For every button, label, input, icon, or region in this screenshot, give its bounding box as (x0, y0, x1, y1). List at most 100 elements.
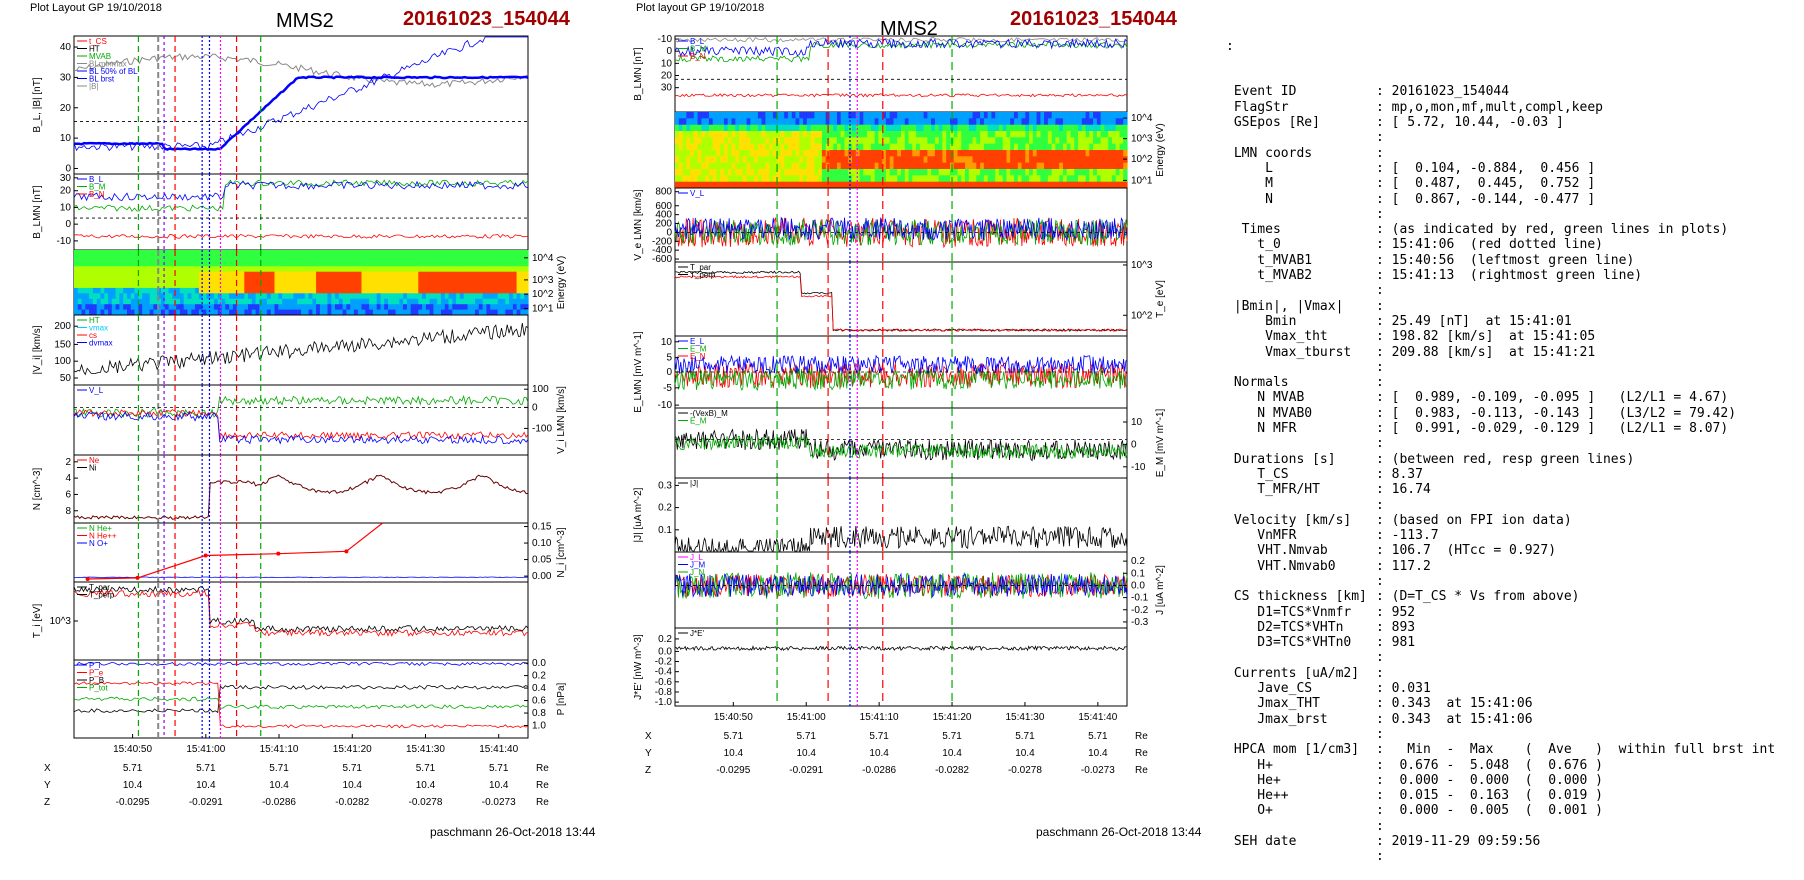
spectrogram-cell (331, 260, 336, 267)
spectrogram-cell (217, 282, 223, 289)
spectrogram-cell (289, 277, 294, 284)
spectrogram-cell (437, 282, 442, 289)
pos-row-value: 5.71 (123, 763, 143, 774)
spectrogram-cell (459, 266, 465, 273)
spectrogram-cell (509, 304, 514, 311)
spectrogram-cell (92, 260, 98, 267)
spectrogram-cell (863, 162, 868, 170)
spectrogram-cell (153, 266, 158, 273)
spectrogram-cell (183, 293, 189, 300)
spectrogram-cell (195, 266, 200, 273)
spectrogram-cell (867, 137, 872, 145)
spectrogram-cell (720, 181, 725, 189)
spectrogram-cell (376, 298, 382, 305)
spectrogram-cell (157, 271, 162, 278)
spectrogram-cell (957, 131, 962, 138)
spectrogram-cell (335, 271, 340, 278)
spectrogram-cell (274, 309, 279, 316)
spectrogram-cell (946, 131, 951, 138)
spectrogram-cell (441, 260, 446, 267)
spectrogram-cell (270, 298, 276, 305)
spectrogram-cell (784, 175, 789, 183)
spectrogram-cell (342, 250, 347, 256)
spectrogram-cell (255, 309, 260, 316)
spectrogram-cell (1078, 112, 1083, 119)
spectrogram-cell (788, 169, 793, 176)
spectrogram-cell (708, 112, 714, 119)
spectrogram-cell (437, 287, 442, 294)
legend-entry: BL 50% of BL (89, 67, 138, 76)
spectrogram-cell (852, 150, 857, 157)
spectrogram-cell (104, 282, 109, 289)
spectrogram-cell (961, 162, 966, 170)
spectrogram-cell (961, 175, 966, 183)
spectrogram-cell (497, 277, 503, 284)
spectrogram-cell (89, 260, 94, 267)
spectrogram-cell (788, 137, 793, 145)
spectrogram-cell (746, 143, 751, 151)
spectrogram-cell (825, 143, 831, 151)
spectrogram-cell (149, 277, 155, 284)
summary-sep: : (1376, 436, 1392, 452)
spectrogram-cell (236, 282, 242, 289)
spectrogram-cell (232, 250, 238, 256)
spectrogram-cell (1029, 137, 1034, 145)
spectrogram-cell (750, 124, 755, 132)
spectrogram-cell (285, 304, 291, 311)
spectrogram-cell (772, 150, 778, 157)
spectrogram-cell (1074, 124, 1079, 132)
summary-rows: Event ID: 20161023_154044 FlagStr: mp,o,… (1226, 84, 1775, 864)
spectrogram-cell (369, 271, 374, 278)
spectrogram-cell (285, 282, 291, 289)
spectrogram-cell (467, 282, 472, 289)
spectrogram-cell (1021, 162, 1026, 170)
spectrogram-cell (327, 304, 332, 311)
spectrogram-cell (780, 175, 785, 183)
spectrogram-cell (705, 118, 710, 126)
spectrogram-cell (285, 255, 291, 262)
spectrogram-cell (240, 293, 245, 300)
spectrogram-cell (338, 298, 344, 305)
spectrogram-cell (512, 260, 518, 267)
summary-key (1226, 650, 1376, 665)
spectrogram-cell (338, 282, 344, 289)
spectrogram-cell (130, 304, 136, 311)
spectrogram-cell (776, 156, 782, 164)
summary-key: N (1226, 191, 1273, 207)
time-tick-label: 15:41:30 (406, 744, 445, 755)
spectrogram-cell (946, 169, 951, 176)
summary-key: Event ID (1226, 84, 1297, 100)
spectrogram-cell (134, 304, 139, 311)
spectrogram-cell (712, 118, 718, 126)
spectrogram-cell (161, 293, 166, 300)
spectrogram-cell (425, 266, 431, 273)
spectrogram-cell (927, 150, 932, 157)
spectrogram-cell (1025, 124, 1030, 132)
summary-key: H+ (1226, 757, 1273, 773)
spectrogram-cell (840, 118, 846, 126)
spectrogram-cell (399, 260, 404, 267)
spectrogram-cell (494, 266, 499, 273)
spectrogram-cell (1081, 118, 1087, 126)
summary-row: N MVAB0: [ 0.983, -0.113, -0.143 ] (L3/L… (1226, 406, 1775, 421)
spectrogram-cell (161, 250, 166, 256)
summary-value: 981 (1391, 635, 1416, 651)
spectrogram-cell (244, 255, 249, 262)
spectrogram-cell (429, 271, 434, 278)
spectrogram-cell (176, 293, 181, 300)
spectrogram-cell (509, 260, 514, 267)
pos-row-value: 10.4 (269, 780, 289, 791)
y-axis-label: N_i [cm^-3] (556, 527, 567, 577)
spectrogram-cell (829, 156, 834, 164)
spectrogram-cell (259, 277, 264, 284)
spectrogram-cell (270, 250, 276, 256)
spectrogram-cell (240, 304, 245, 311)
spectrogram-cell (821, 143, 827, 151)
spectrogram-cell (754, 112, 759, 119)
middle-layout-label: Plot layout GP 19/10/2018 (636, 2, 765, 14)
spectrogram-cell (346, 260, 351, 267)
spectrogram-cell (142, 255, 147, 262)
tick-label: 10^4 (532, 253, 554, 264)
spectrogram-cell (867, 143, 872, 151)
